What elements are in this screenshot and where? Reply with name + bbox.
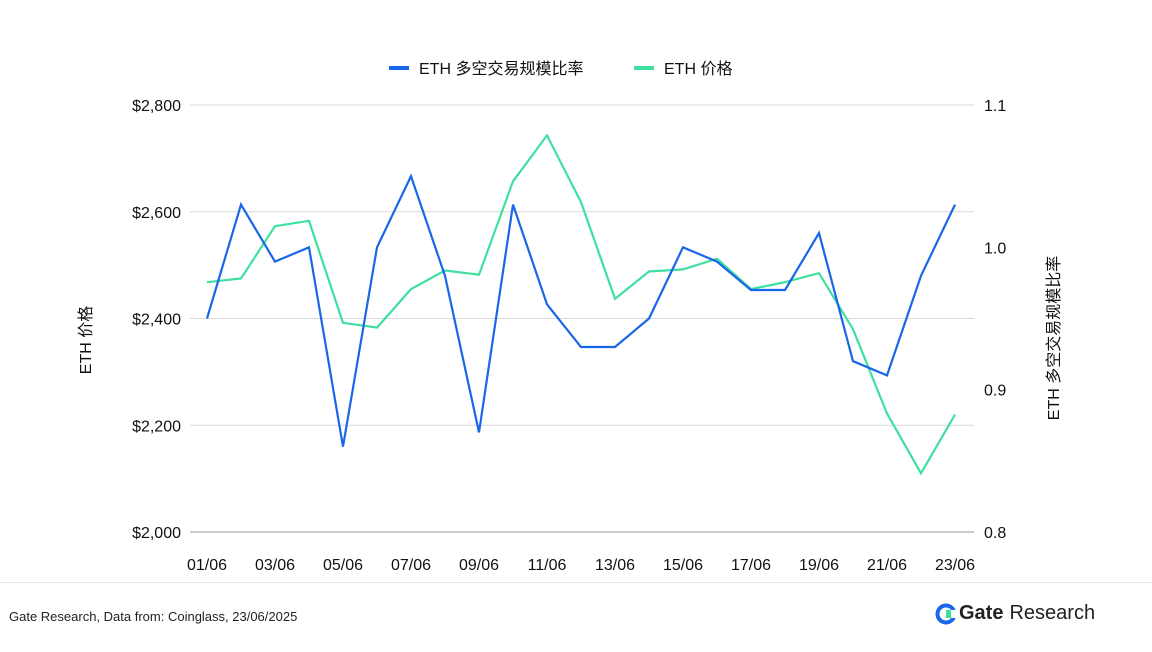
y-right-tick-label: 1.0: [984, 240, 1006, 257]
eth-price-line: [206, 133, 956, 476]
x-tick-label: 15/06: [663, 557, 703, 574]
chart: $2,000 $2,200 $2,400 $2,600 $2,800 0.8 0.9 1.0…: [77, 60, 1063, 574]
y-axis-left-title: ETH 价格: [77, 306, 95, 374]
x-tick-label: 07/06: [391, 557, 431, 574]
eth-long-short-ratio-line: [205, 173, 956, 447]
y-axis-right: 0.8 0.9 1.0 1.1: [984, 98, 1006, 542]
y-axis-right-title: ETH 多空交易规模比率: [1045, 256, 1063, 420]
x-tick-label: 13/06: [595, 557, 635, 574]
y-right-tick-label: 0.8: [984, 525, 1006, 542]
y-left-tick-label: $2,800: [132, 98, 181, 115]
y-left-tick-label: $2,400: [132, 312, 181, 329]
legend: ETH 多空交易规模比率 ETH 价格: [389, 60, 732, 78]
series-lines: [205, 133, 956, 476]
x-axis: 01/06 03/06 05/06 07/06 09/06 11/06 13/06 15/06…: [187, 557, 975, 574]
y-right-tick-label: 1.1: [984, 98, 1006, 115]
y-left-tick-label: $2,000: [132, 525, 181, 542]
gridlines: [190, 104, 974, 533]
brand-research-text: Research: [1009, 602, 1096, 624]
x-tick-label: 01/06: [187, 557, 227, 574]
y-left-tick-label: $2,200: [132, 418, 181, 435]
x-tick-label: 05/06: [323, 557, 363, 574]
legend-label: ETH 多空交易规模比率: [419, 60, 583, 78]
legend-label: ETH 价格: [664, 60, 732, 78]
footer-divider: [0, 582, 1152, 583]
y-left-tick-label: $2,600: [132, 205, 181, 222]
gate-logo-icon: [935, 603, 957, 624]
x-tick-label: 11/06: [528, 557, 567, 574]
x-tick-label: 03/06: [255, 557, 295, 574]
y-right-tick-label: 0.9: [984, 383, 1006, 400]
brand-gate-text: Gate: [959, 602, 1004, 624]
x-tick-label: 19/06: [799, 557, 839, 574]
y-axis-left: $2,000 $2,200 $2,400 $2,600 $2,800: [132, 98, 181, 542]
x-tick-label: 21/06: [867, 557, 907, 574]
x-tick-label: 23/06: [935, 557, 975, 574]
source-note: Gate Research, Data from: Coinglass, 23/…: [9, 609, 298, 624]
x-tick-label: 09/06: [459, 557, 499, 574]
x-tick-label: 17/06: [731, 557, 771, 574]
brand-logo: Gate Research: [935, 602, 1095, 625]
